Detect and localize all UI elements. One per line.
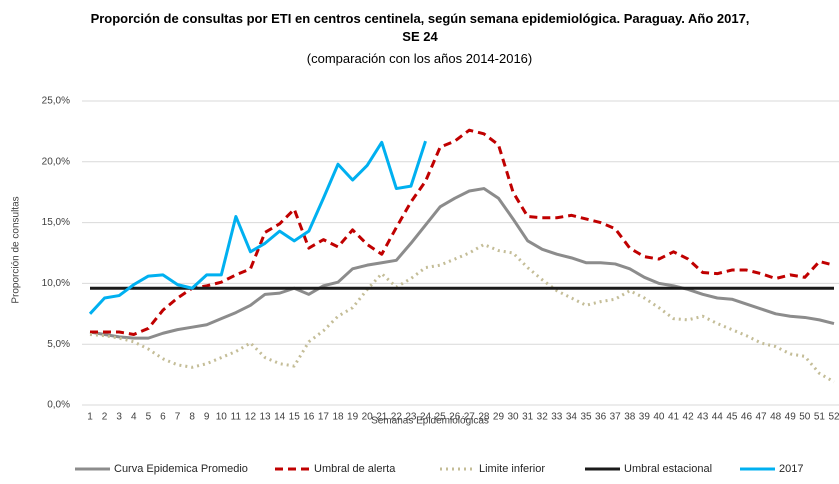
- chart-subtitle: (comparación con los años 2014-2016): [306, 51, 533, 66]
- x-tick-label: 30: [507, 412, 519, 423]
- x-axis-label: Semanas Epidemiológicas: [371, 416, 489, 427]
- x-tick-label: 2: [102, 412, 108, 423]
- x-tick-label: 12: [245, 412, 257, 423]
- x-tick-label: 49: [785, 412, 797, 423]
- series-line: [89, 187, 835, 340]
- x-tick-label: 22: [391, 412, 403, 423]
- x-tick-label: 44: [712, 412, 724, 423]
- x-tick-label: 39: [639, 412, 651, 423]
- x-tick-label: 31: [522, 412, 534, 423]
- x-tick-label: 26: [449, 412, 461, 423]
- series-line: [90, 128, 835, 336]
- x-tick-label: 52: [828, 412, 839, 423]
- x-tick-label: 50: [799, 412, 811, 423]
- x-tick-label: 47: [755, 412, 767, 423]
- x-tick-label: 45: [726, 412, 738, 423]
- legend-label: Umbral de alerta: [314, 463, 396, 475]
- x-tick-label: 43: [697, 412, 709, 423]
- legend-label: Limite inferior: [479, 463, 545, 475]
- x-tick-label: 10: [216, 412, 228, 423]
- x-tick-label: 51: [814, 412, 826, 423]
- x-tick-label: 11: [231, 412, 242, 423]
- x-tick-label: 37: [610, 412, 622, 423]
- x-tick-label: 34: [566, 412, 578, 423]
- x-tick-label: 19: [347, 412, 359, 423]
- x-tick-label: 18: [332, 412, 344, 423]
- x-tick-label: 14: [274, 412, 286, 423]
- x-tick-label: 32: [537, 412, 549, 423]
- x-tick-label: 35: [580, 412, 592, 423]
- x-tick-label: 33: [551, 412, 563, 423]
- y-tick-label: 25,0%: [42, 96, 70, 107]
- x-tick-label: 16: [303, 412, 315, 423]
- x-tick-label: 20: [362, 412, 374, 423]
- x-tick-label: 21: [376, 412, 388, 423]
- x-tick-label: 41: [668, 412, 680, 423]
- y-tick-label: 0,0%: [47, 400, 70, 411]
- x-tick-label: 8: [189, 412, 195, 423]
- x-tick-label: 3: [116, 412, 122, 423]
- y-tick-label: 10,0%: [42, 278, 70, 289]
- x-tick-label: 17: [318, 412, 330, 423]
- y-axis-label: Proporción de consultas: [11, 196, 22, 303]
- x-tick-label: 28: [478, 412, 490, 423]
- x-tick-label: 15: [289, 412, 301, 423]
- x-tick-label: 9: [204, 412, 210, 423]
- x-tick-label: 25: [435, 412, 447, 423]
- x-tick-label: 6: [160, 412, 166, 423]
- x-tick-label: 24: [420, 412, 432, 423]
- x-tick-label: 5: [146, 412, 152, 423]
- x-tick-label: 7: [175, 412, 181, 423]
- series-line: [88, 140, 427, 315]
- x-tick-label: 36: [595, 412, 607, 423]
- chart-title: Proporción de consultas por ETI en centr…: [90, 11, 750, 44]
- x-tick-label: 13: [259, 412, 271, 423]
- x-tick-label: 42: [683, 412, 695, 423]
- x-tick-label: 40: [653, 412, 665, 423]
- legend-label: 2017: [779, 463, 803, 475]
- legend-label: Umbral estacional: [624, 463, 712, 475]
- y-tick-label: 5,0%: [47, 339, 70, 350]
- legend-label: Curva Epidemica Promedio: [114, 463, 248, 475]
- x-tick-label: 4: [131, 412, 137, 423]
- x-tick-label: 1: [87, 412, 93, 423]
- series-line: [89, 242, 835, 384]
- x-tick-label: 46: [741, 412, 753, 423]
- x-tick-label: 27: [464, 412, 476, 423]
- x-tick-label: 23: [405, 412, 417, 423]
- x-tick-label: 48: [770, 412, 782, 423]
- x-tick-label: 38: [624, 412, 636, 423]
- y-tick-label: 15,0%: [42, 217, 70, 228]
- x-tick-label: 29: [493, 412, 505, 423]
- y-tick-label: 20,0%: [42, 156, 70, 167]
